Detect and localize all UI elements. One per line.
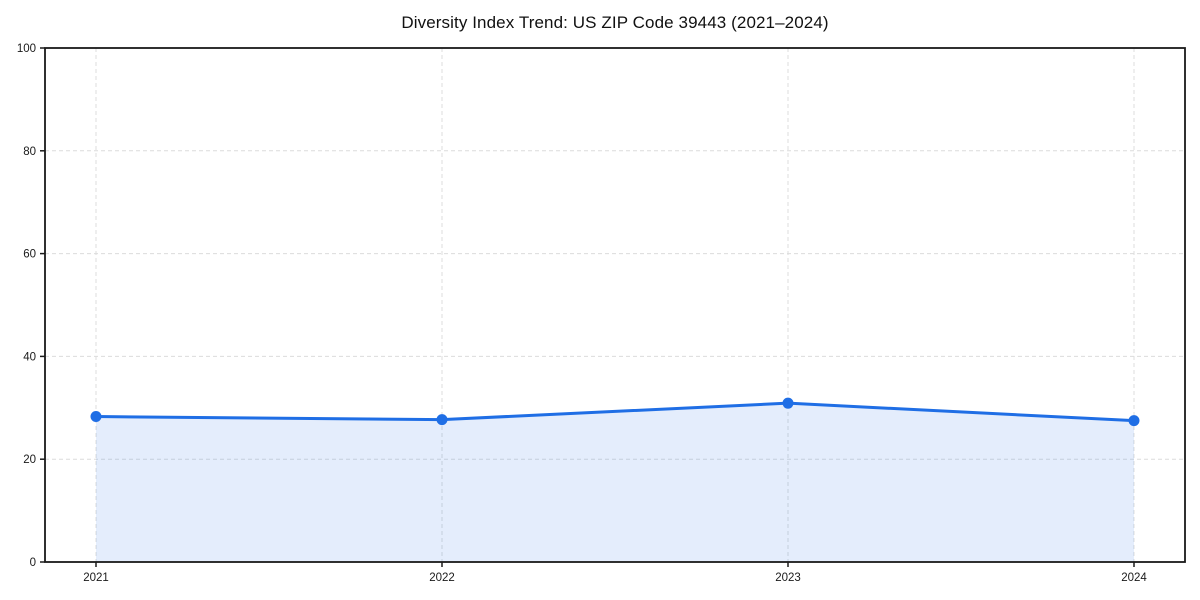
x-tick-label: 2024 — [1121, 572, 1147, 584]
area-fill — [96, 403, 1134, 562]
chart-title: Diversity Index Trend: US ZIP Code 39443… — [401, 13, 829, 32]
y-tick-label: 20 — [23, 454, 36, 466]
y-tick-label: 60 — [23, 249, 36, 261]
y-tick-label: 0 — [30, 557, 36, 569]
data-point-marker — [436, 414, 448, 426]
plot-border — [44, 47, 1186, 563]
data-point-marker — [782, 397, 794, 409]
data-point-marker — [1128, 415, 1140, 427]
x-tick-label: 2023 — [775, 572, 801, 584]
y-tick-label: 100 — [17, 43, 36, 55]
x-tick-label: 2021 — [83, 572, 109, 584]
y-tick-label: 40 — [23, 351, 36, 363]
y-tick-label: 80 — [23, 146, 36, 158]
trend-line — [94, 401, 1136, 423]
data-point-marker — [90, 411, 102, 423]
x-tick-label: 2022 — [429, 572, 455, 584]
